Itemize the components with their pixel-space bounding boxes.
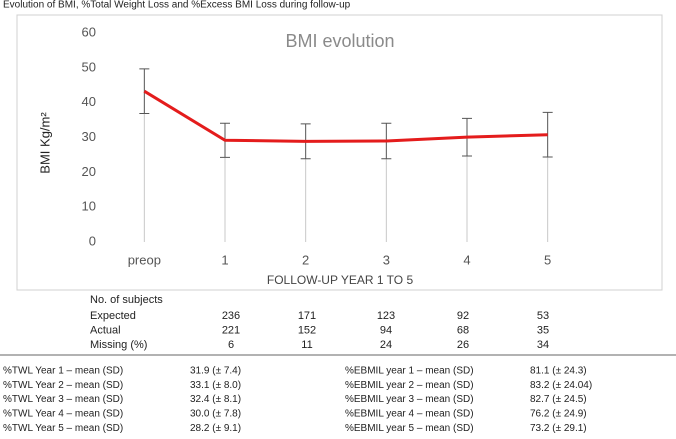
stat-label: %EBMIL year 4 – mean (SD) xyxy=(345,409,474,420)
cell: 236 xyxy=(222,310,240,322)
cell: 94 xyxy=(380,324,392,336)
cell: 68 xyxy=(457,324,469,336)
row-label: Expected xyxy=(90,310,136,322)
stat-label: %TWL Year 1 – mean (SD) xyxy=(3,366,123,377)
x-tick-label: 5 xyxy=(544,252,551,267)
stat-label: %TWL Year 3 – mean (SD) xyxy=(3,394,123,405)
x-tick-label: 3 xyxy=(383,252,390,267)
cell: 35 xyxy=(537,324,549,336)
error-bar xyxy=(139,68,150,114)
stat-label: %EBMIL year 5 – mean (SD) xyxy=(345,423,474,434)
x-tick-label: 4 xyxy=(463,252,470,267)
cell: 152 xyxy=(298,324,316,336)
cell: 34 xyxy=(537,339,549,351)
y-tick-label: 0 xyxy=(89,233,96,248)
y-axis-label: BMI Kg/m² xyxy=(37,112,52,174)
stat-value: 31.9 (± 7.4) xyxy=(190,366,241,377)
x-tick-label: preop xyxy=(128,252,161,267)
stat-value: 81.1 (± 24.3) xyxy=(530,366,587,377)
cell: 53 xyxy=(537,310,549,322)
stat-value: 76.2 (± 24.9) xyxy=(530,409,587,420)
stat-value: 73.2 (± 29.1) xyxy=(530,423,587,434)
stat-label: %TWL Year 4 – mean (SD) xyxy=(3,409,123,420)
x-axis-label: FOLLOW-UP YEAR 1 TO 5 xyxy=(267,273,414,287)
y-tick-label: 10 xyxy=(82,199,96,214)
table-title: No. of subjects xyxy=(90,294,163,306)
error-bar xyxy=(542,111,553,158)
stat-value: 32.4 (± 8.1) xyxy=(190,394,241,405)
y-tick-label: 60 xyxy=(82,24,96,39)
stat-label: %EBMIL year 2 – mean (SD) xyxy=(345,380,474,391)
stat-label: %EBMIL year 3 – mean (SD) xyxy=(345,394,474,405)
y-tick-label: 30 xyxy=(82,129,96,144)
y-tick-label: 20 xyxy=(82,164,96,179)
chart-frame xyxy=(16,14,663,291)
cell: 123 xyxy=(377,310,395,322)
caption: Evolution of BMI, %Total Weight Loss and… xyxy=(3,0,351,11)
cell: 221 xyxy=(222,324,240,336)
y-tick-label: 50 xyxy=(82,59,96,74)
row-label: Missing (%) xyxy=(90,339,147,351)
stat-value: 33.1 (± 8.0) xyxy=(190,380,241,391)
line xyxy=(143,89,548,143)
x-tick-label: 2 xyxy=(302,252,309,267)
row-label: Actual xyxy=(90,324,121,336)
cell: 6 xyxy=(228,339,234,351)
stat-value: 28.2 (± 9.1) xyxy=(190,423,241,434)
cell: 26 xyxy=(457,339,469,351)
stat-label: %TWL Year 2 – mean (SD) xyxy=(3,380,123,391)
stat-label: %TWL Year 5 – mean (SD) xyxy=(3,423,123,434)
chart-title: BMI evolution xyxy=(285,31,394,51)
cell: 92 xyxy=(457,310,469,322)
cell: 24 xyxy=(380,339,392,351)
stat-value: 82.7 (± 24.5) xyxy=(530,394,587,405)
y-tick-label: 40 xyxy=(82,94,96,109)
stat-label: %EBMIL year 1 – mean (SD) xyxy=(345,366,474,377)
x-tick-label: 1 xyxy=(221,252,228,267)
cell: 11 xyxy=(301,339,312,351)
cell: 171 xyxy=(298,310,316,322)
stat-value: 83.2 (± 24.04) xyxy=(530,380,592,391)
stat-value: 30.0 (± 7.8) xyxy=(190,409,241,420)
